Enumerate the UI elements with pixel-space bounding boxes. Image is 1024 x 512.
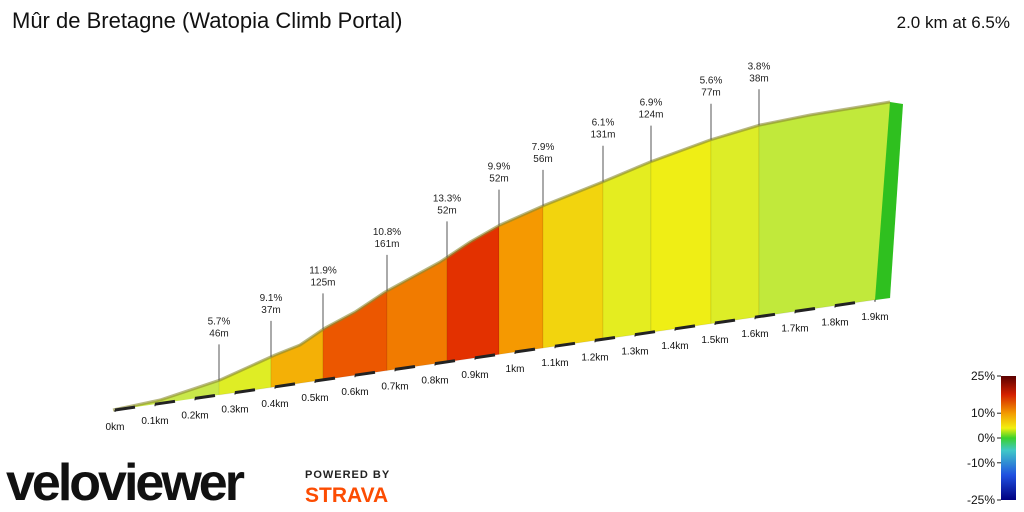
x-tick-label: 0.8km [421, 376, 448, 387]
colorbar [1001, 376, 1016, 500]
colorbar-label: 0% [978, 431, 996, 445]
length-label: 161m [374, 239, 399, 250]
baseline-dash [554, 341, 576, 348]
profile-lead [115, 380, 219, 410]
grade-label: 6.1% [592, 118, 615, 129]
length-label: 56m [533, 154, 552, 165]
grade-label: 3.8% [748, 61, 771, 72]
x-tick-label: 1.4km [661, 341, 688, 352]
grade-segment [710, 124, 760, 325]
colorbar-label: 10% [971, 406, 995, 420]
grade-segment [602, 160, 652, 340]
logo: veloviewer [6, 454, 245, 512]
x-tick-label: 1.3km [621, 347, 648, 358]
grade-segment [542, 180, 604, 349]
x-tick-label: 0.6km [341, 387, 368, 398]
grade-label: 9.9% [488, 162, 511, 173]
length-label: 46m [209, 328, 228, 339]
length-label: 124m [638, 110, 663, 121]
grade-label: 5.7% [208, 316, 231, 327]
grade-label: 6.9% [640, 98, 663, 109]
profile-edge [112, 100, 891, 412]
colorbar-label: -25% [967, 493, 995, 507]
grade-segment [270, 328, 324, 388]
baseline-dash [234, 388, 256, 395]
baseline-dash [154, 399, 176, 406]
profile [115, 101, 891, 410]
grade-segment [650, 138, 712, 333]
powered-by: POWERED BY [305, 469, 390, 481]
length-label: 37m [261, 305, 280, 316]
x-tick-label: 0.1km [141, 416, 168, 427]
grade-label: 5.6% [700, 76, 723, 87]
x-tick-label: 0.5km [301, 393, 328, 404]
x-tick-label: 1.2km [581, 352, 608, 363]
x-tick-label: 0.2km [181, 410, 208, 421]
x-tick-label: 1.1km [541, 358, 568, 369]
chart-title: Mûr de Bretagne (Watopia Climb Portal) [12, 8, 402, 33]
x-tick-label: 1.8km [821, 318, 848, 329]
baseline-dash [354, 370, 376, 377]
grade-segment [446, 224, 500, 363]
x-tick-label: 1km [506, 364, 525, 375]
x-tick-label: 0.7km [381, 381, 408, 392]
colorbar-label: -10% [967, 456, 995, 470]
x-tick-label: 0.3km [221, 405, 248, 416]
profile-side [875, 102, 903, 300]
x-tick-label: 1.7km [781, 323, 808, 334]
colorbar-label: 25% [971, 369, 995, 383]
x-tick-label: 1.9km [861, 312, 888, 323]
grade-segment [498, 205, 544, 355]
length-label: 52m [489, 174, 508, 185]
baseline-dash [394, 365, 416, 371]
chart-subtitle: 2.0 km at 6.5% [897, 13, 1010, 32]
length-label: 38m [749, 73, 768, 84]
baseline-dash [674, 324, 696, 331]
baseline-dash [114, 405, 136, 412]
baseline-dash [194, 394, 216, 400]
baseline-dash [794, 307, 816, 313]
baseline-dash [314, 376, 336, 383]
grade-label: 7.9% [532, 142, 555, 153]
baseline-dash [834, 301, 856, 308]
x-tick-label: 1.6km [741, 329, 768, 340]
x-tick-label: 0.4km [261, 399, 288, 410]
length-label: 131m [590, 130, 615, 141]
x-tick-label: 0km [106, 422, 125, 433]
grade-label: 11.9% [309, 265, 337, 276]
grade-segment [322, 289, 388, 381]
baseline-dash [594, 336, 616, 342]
grade-label: 9.1% [260, 293, 283, 304]
baseline-dash [634, 330, 656, 337]
x-tick-label: 0.9km [461, 370, 488, 381]
length-label: 125m [310, 277, 335, 288]
x-tick-label: 1.5km [701, 335, 728, 346]
length-label: 77m [701, 88, 720, 99]
baseline-dash [474, 353, 496, 360]
grade-label: 13.3% [433, 193, 461, 204]
grade-segment [758, 101, 891, 318]
baseline-dash [714, 318, 736, 325]
length-label: 52m [437, 205, 456, 216]
baseline-dash [514, 347, 536, 354]
baseline-dash [434, 359, 456, 366]
baseline-dash [754, 312, 776, 319]
strava-logo: STRAVA [305, 484, 388, 507]
baseline-dash [274, 382, 296, 389]
grade-label: 10.8% [373, 227, 401, 238]
